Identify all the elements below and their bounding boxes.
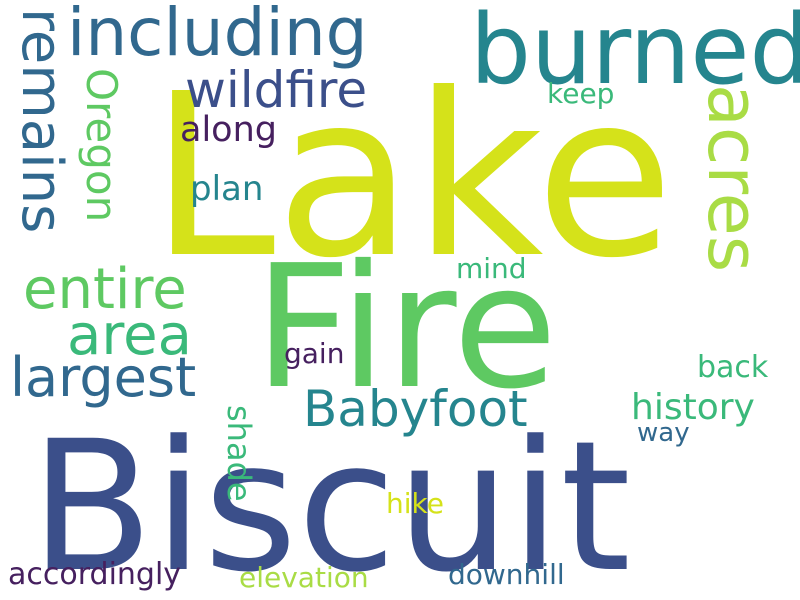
word-way: way — [637, 418, 690, 448]
word-largest: largest — [10, 346, 197, 409]
word-oregon: Oregon — [77, 68, 126, 223]
word-along: along — [180, 110, 277, 150]
word-including: including — [67, 0, 368, 71]
word-mind: mind — [456, 252, 527, 285]
word-entire: entire — [23, 257, 187, 322]
word-back: back — [697, 350, 769, 385]
word-acres: acres — [692, 84, 774, 273]
word-lake: Lake — [150, 46, 674, 308]
word-biscuit: Biscuit — [30, 403, 631, 600]
word-elevation: elevation — [239, 561, 369, 594]
word-babyfoot: Babyfoot — [303, 380, 528, 438]
word-hike: hike — [386, 487, 444, 520]
word-plan: plan — [190, 169, 264, 209]
word-gain: gain — [284, 337, 345, 370]
word-accordingly: accordingly — [8, 557, 182, 592]
word-shade: shade — [220, 405, 258, 502]
word-wildfire: wildfire — [185, 61, 368, 119]
word-burned: burned — [470, 0, 800, 106]
word-fire: Fire — [254, 229, 558, 427]
word-remains: remains — [9, 8, 74, 234]
word-downhill: downhill — [448, 558, 565, 591]
word-history: history — [631, 387, 755, 428]
word-area: area — [67, 303, 192, 368]
word-keep: keep — [547, 77, 615, 110]
